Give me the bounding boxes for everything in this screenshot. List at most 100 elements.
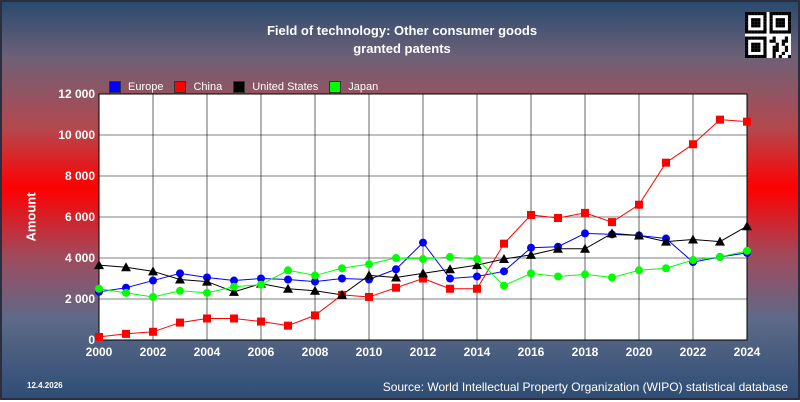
data-point-japan	[230, 282, 238, 291]
x-tick-label: 2010	[356, 345, 383, 359]
x-tick-label: 2022	[680, 345, 707, 359]
source-note: Source: World Intellectual Property Orga…	[382, 380, 788, 394]
x-tick-label: 2016	[518, 345, 545, 359]
x-tick-label: 2024	[734, 345, 761, 359]
data-point-europe	[149, 276, 157, 285]
data-point-united-states	[607, 228, 617, 238]
date-stamp: 12.4.2026	[27, 381, 63, 390]
legend-label-united-states: United States	[252, 81, 319, 93]
data-point-europe	[473, 272, 481, 281]
x-tick-label: 2000	[86, 345, 113, 359]
data-point-japan	[608, 273, 616, 282]
data-point-europe	[338, 274, 346, 283]
x-tick-label: 2006	[248, 345, 275, 359]
data-point-china	[473, 284, 481, 293]
legend-label-europe: Europe	[128, 81, 164, 93]
data-point-china	[689, 140, 697, 149]
data-point-japan	[554, 272, 562, 281]
data-point-china	[662, 158, 670, 167]
data-point-united-states	[337, 289, 347, 299]
y-tick-label: 12 000	[58, 87, 95, 101]
x-tick-label: 2014	[464, 345, 491, 359]
data-point-united-states	[94, 260, 104, 270]
data-point-china	[446, 284, 454, 293]
qr-code	[745, 12, 791, 58]
data-point-united-states	[553, 243, 563, 253]
data-point-united-states	[283, 283, 293, 293]
x-tick-label: 2018	[572, 345, 599, 359]
data-point-japan	[338, 264, 346, 273]
x-tick-label: 2020	[626, 345, 653, 359]
data-point-china	[284, 321, 292, 330]
data-point-europe	[176, 269, 184, 278]
data-point-united-states	[391, 272, 401, 282]
x-tick-label: 2002	[140, 345, 167, 359]
data-point-europe	[257, 274, 265, 283]
data-point-china	[500, 239, 508, 248]
legend-label-china: China	[193, 81, 223, 93]
data-point-united-states	[148, 266, 158, 276]
data-point-japan	[743, 246, 751, 255]
y-tick-label: 2 000	[65, 292, 95, 306]
data-point-japan	[662, 264, 670, 273]
data-point-china	[95, 332, 103, 341]
data-point-united-states	[634, 230, 644, 240]
data-point-china	[635, 200, 643, 209]
data-point-united-states	[688, 234, 698, 244]
data-point-china	[230, 314, 238, 323]
data-point-china	[311, 311, 319, 320]
data-point-japan	[581, 270, 589, 279]
y-tick-label: 8 000	[65, 169, 95, 183]
data-point-united-states	[445, 264, 455, 274]
data-point-china	[257, 317, 265, 326]
data-point-japan	[689, 256, 697, 265]
chart-title-line2: granted patents	[353, 41, 451, 56]
data-point-japan	[392, 254, 400, 262]
data-point-china	[176, 318, 184, 327]
data-point-united-states	[310, 285, 320, 295]
data-point-japan	[527, 269, 535, 278]
chart-title-line1: Field of technology: Other consumer good…	[266, 23, 538, 38]
x-tick-label: 2008	[302, 345, 329, 359]
data-point-united-states	[742, 221, 752, 231]
data-point-united-states	[364, 270, 374, 280]
data-point-japan	[149, 292, 157, 301]
y-tick-label: 4 000	[65, 251, 95, 265]
data-point-japan	[203, 288, 211, 297]
legend-item-united-states: United States	[233, 81, 318, 93]
data-point-japan	[500, 281, 508, 290]
legend-swatch-united-states	[233, 81, 246, 93]
data-point-japan	[257, 280, 265, 289]
data-point-united-states	[472, 260, 482, 270]
legend-swatch-japan	[329, 81, 342, 93]
data-point-china	[743, 117, 751, 126]
data-point-china	[419, 274, 427, 283]
data-point-united-states	[526, 249, 536, 259]
data-point-united-states	[661, 236, 671, 246]
data-point-china	[365, 292, 373, 301]
data-point-united-states	[121, 262, 131, 272]
legend: Europe China United States Japan	[109, 80, 389, 94]
data-point-europe	[311, 277, 319, 286]
data-point-europe	[284, 275, 292, 284]
data-point-united-states	[418, 268, 428, 278]
legend-swatch-china	[174, 81, 187, 93]
data-point-china	[392, 283, 400, 292]
data-point-china	[581, 208, 589, 217]
data-point-europe	[527, 243, 535, 252]
data-point-japan	[419, 255, 427, 264]
data-point-japan	[176, 286, 184, 295]
data-point-japan	[122, 288, 130, 297]
data-point-china	[149, 327, 157, 336]
data-point-china	[203, 314, 211, 323]
data-point-europe	[500, 267, 508, 276]
legend-item-europe: Europe	[109, 81, 163, 93]
y-tick-label: 10 000	[58, 128, 95, 142]
data-point-united-states	[580, 243, 590, 253]
y-tick-label: 6 000	[65, 210, 95, 224]
data-point-united-states	[202, 276, 212, 286]
data-point-japan	[716, 252, 724, 261]
data-point-japan	[365, 260, 373, 269]
